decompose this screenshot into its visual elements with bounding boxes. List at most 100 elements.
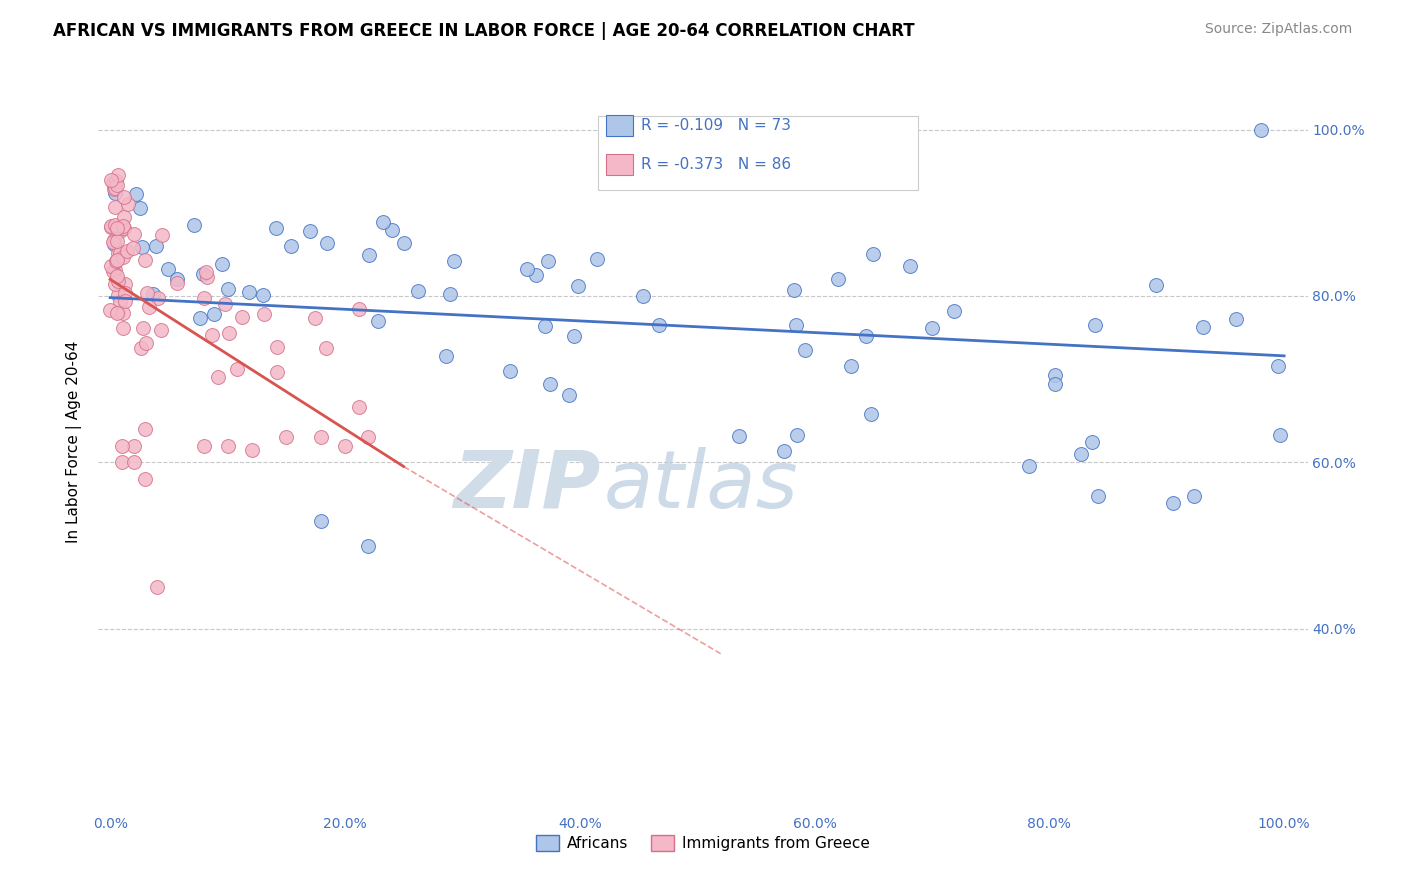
Point [439,286,461,301]
Point [114,285,136,300]
Point [225,362,247,376]
Point [100,219,122,233]
Point [631,289,654,303]
Point [1225,311,1247,326]
Point [135,285,157,300]
Point [1144,277,1167,292]
Point [166,276,188,290]
Point [1018,458,1040,473]
Point [105,234,128,248]
Point [585,252,607,267]
Point [392,236,415,251]
Point [104,181,127,195]
Point [1081,435,1104,450]
Point [129,341,152,355]
Point [357,539,380,553]
Text: R = -0.373   N = 86: R = -0.373 N = 86 [641,157,792,172]
Point [122,455,145,469]
Point [538,377,561,392]
Point [898,260,921,274]
Point [156,262,179,277]
Point [207,369,229,384]
Point [855,329,877,343]
Point [112,220,135,235]
Point [238,285,260,299]
Point [103,233,125,247]
Point [146,580,169,594]
Point [117,197,139,211]
Point [107,305,129,319]
Point [107,225,129,239]
Point [111,455,134,469]
Point [100,173,122,187]
Point [146,291,169,305]
Point [191,267,214,281]
Point [190,311,212,326]
Point [862,247,884,261]
Point [557,387,579,401]
Point [105,306,128,320]
Point [371,215,394,229]
Point [921,321,943,335]
Point [105,174,128,188]
Point [138,300,160,314]
Point [347,301,370,316]
Text: ZIP: ZIP [453,447,600,525]
Point [103,236,125,251]
Point [315,235,337,250]
Text: R = -0.109   N = 73: R = -0.109 N = 73 [641,118,792,133]
FancyBboxPatch shape [598,116,918,190]
Point [218,326,240,340]
Point [112,250,135,264]
Point [166,272,188,286]
Point [112,190,135,204]
Point [1161,496,1184,510]
Point [111,219,134,233]
Point [111,439,134,453]
Point [142,287,165,301]
Point [107,253,129,268]
Point [1070,447,1092,461]
Point [567,279,589,293]
Point [773,443,796,458]
Point [101,235,124,249]
Legend: Africans, Immigrants from Greece: Africans, Immigrants from Greece [530,830,876,857]
Point [122,241,145,255]
Point [516,262,538,277]
Point [434,350,457,364]
Point [195,269,218,284]
Point [114,277,136,292]
Point [793,343,815,357]
Point [1084,318,1107,332]
Point [252,307,274,321]
Point [347,401,370,415]
Point [134,472,156,486]
Point [311,430,333,444]
FancyBboxPatch shape [606,115,633,136]
Text: AFRICAN VS IMMIGRANTS FROM GREECE IN LABOR FORCE | AGE 20-64 CORRELATION CHART: AFRICAN VS IMMIGRANTS FROM GREECE IN LAB… [53,22,915,40]
Point [125,186,148,201]
Point [408,285,430,299]
Point [193,291,215,305]
Point [264,221,287,235]
Point [135,336,157,351]
Point [104,201,127,215]
Point [443,254,465,268]
Point [217,439,239,453]
Point [107,220,129,235]
Point [103,182,125,196]
Point [183,218,205,232]
Point [252,288,274,302]
Point [107,274,129,288]
Point [1182,489,1205,503]
Point [132,321,155,335]
Point [648,318,671,332]
Point [134,253,156,268]
FancyBboxPatch shape [606,154,633,175]
Point [124,227,146,241]
Point [105,268,128,283]
Point [108,224,131,238]
Point [104,262,127,277]
Point [534,318,557,333]
Point [1267,359,1289,373]
